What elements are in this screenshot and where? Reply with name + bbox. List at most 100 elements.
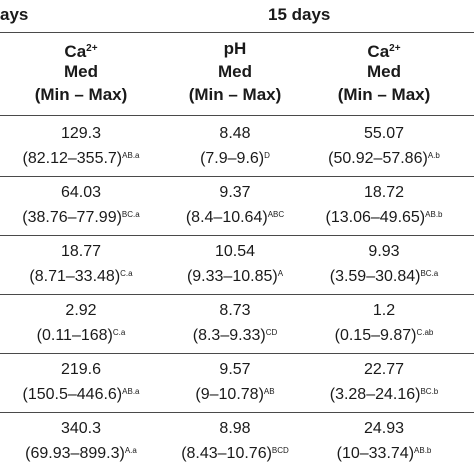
column-title-superscript: 2+ [389,43,401,54]
cell-median: 10.54 [214,243,256,260]
table-cell: 8.98 (8.43–10.76)BCD [163,418,307,465]
rule-top [0,32,474,33]
table-cell: 2.92 (0.11–168)C.a [0,300,162,347]
column-stat: Med [64,62,98,81]
cell-range: (69.93–899.3) [25,445,125,462]
column-title-superscript: 2+ [86,43,98,54]
cell-median: 129.3 [60,125,102,142]
cell-significance-letters: A.a [124,446,137,455]
row-divider [0,353,474,354]
column-stat: Med [367,62,401,81]
cell-median: 8.73 [219,302,251,319]
cell-range: (8.3–9.33) [192,327,266,344]
rule-header-bottom [0,115,474,116]
cell-median: 9.57 [219,361,251,378]
table-cell: 219.6 (150.5–446.6)AB.a [0,359,162,406]
cell-median: 1.2 [372,302,396,319]
table-cell: 64.03 (38.76–77.99)BC.a [0,182,162,229]
cell-range: (10–33.74) [336,445,415,462]
cell-significance-letters: AB.a [122,387,140,396]
row-divider [0,294,474,295]
column-header-2: Ca2+ Med (Min – Max) [305,37,463,106]
column-stat: Med [218,62,252,81]
cell-significance-letters: BCD [271,446,289,455]
period-header-left: ays [0,5,29,24]
cell-significance-letters: A [277,269,284,278]
cell-median: 9.93 [368,243,400,260]
column-range-label: (Min – Max) [34,85,128,104]
column-range-label: (Min – Max) [188,85,282,104]
table-cell: 8.48 (7.9–9.6)D [163,123,307,170]
cell-significance-letters: BC.b [420,387,439,396]
cell-median: 18.77 [60,243,102,260]
table-cell: ( [455,241,474,285]
cell-median: 340.3 [60,420,102,437]
table-cell: 9.93 (3.59–30.84)BC.a [305,241,463,288]
row-divider [0,176,474,177]
cell-median: 8.48 [219,125,251,142]
table-cell: ( [455,182,474,226]
cell-median: 55.07 [363,125,405,142]
cell-significance-letters: C.a [112,328,126,337]
table-cell: 8.73 (8.3–9.33)CD [163,300,307,347]
cell-median: 18.72 [363,184,405,201]
table-cell: 9.57 (9–10.78)AB [163,359,307,406]
cell-significance-letters: AB.b [425,210,443,219]
cell-range: (8.71–33.48) [29,268,121,285]
period-header-right: 15 days [268,5,331,24]
table-cell: 9.37 (8.4–10.64)ABC [163,182,307,229]
cell-range: (3.59–30.84) [329,268,421,285]
table-cell: 340.3 (69.93–899.3)A.a [0,418,162,465]
cell-median: 64.03 [60,184,102,201]
cell-range: (8.43–10.76) [181,445,272,462]
table-cell: 129.3 (82.12–355.7)AB.a [0,123,162,170]
cell-range: (8.4–10.64) [185,209,268,226]
row-divider [0,412,474,413]
table-cell: 55.07 (50.92–57.86)A.b [305,123,463,170]
cell-range: (13.06–49.65) [325,209,426,226]
cell-median: 9.37 [219,184,251,201]
table-cell: 24.93 (10–33.74)AB.b [305,418,463,465]
cell-significance-letters: ABC [267,210,285,219]
cell-median: 8.98 [219,420,251,437]
cell-significance-letters: AB.a [122,151,140,160]
cell-range: (38.76–77.99) [22,209,122,226]
table-cell: (7 [455,123,474,167]
cell-significance-letters: D [264,151,270,160]
cell-range: (9.33–10.85) [186,268,278,285]
column-header-3: (M [455,37,474,106]
cell-range: (0.15–9.87) [334,327,417,344]
table-cell: 18.77 (8.71–33.48)C.a [0,241,162,288]
cell-significance-letters: C.ab [416,328,434,337]
cell-range: (150.5–446.6) [22,386,123,403]
cell-range: (50.92–57.86) [328,150,428,167]
cell-median: 219.6 [60,361,102,378]
cell-significance-letters: BC.a [420,269,439,278]
table-cell: ( [455,418,474,462]
cell-range: (3.28–24.16) [329,386,421,403]
cell-range: (82.12–355.7) [22,150,123,167]
table-cell: 22.77 (3.28–24.16)BC.b [305,359,463,406]
cell-median: 2.92 [65,302,97,319]
table-cell: ( [455,300,474,344]
cell-significance-letters: A.b [427,151,440,160]
table-cell: 1.2 (0.15–9.87)C.ab [305,300,463,347]
cell-range: (7.9–9.6) [200,150,265,167]
cell-significance-letters: CD [265,328,278,337]
cell-range: (0.11–168) [36,327,113,344]
column-title: pH [223,39,247,58]
table-cell: ( [455,359,474,403]
cell-median: 22.77 [363,361,405,378]
cell-significance-letters: C.a [120,269,133,278]
column-title: Ca [367,42,390,61]
cell-range: (9–10.78) [195,386,264,403]
column-range-label: (Min – Max) [337,85,431,104]
cell-significance-letters: AB.b [414,446,432,455]
column-header-1: pH Med (Min – Max) [163,37,307,106]
table-cell: 10.54 (9.33–10.85)A [163,241,307,288]
column-header-0: Ca2+ Med (Min – Max) [0,37,162,106]
row-divider [0,235,474,236]
column-title: Ca [64,42,87,61]
cell-significance-letters: AB [263,387,275,396]
table-cell: 18.72 (13.06–49.65)AB.b [305,182,463,229]
